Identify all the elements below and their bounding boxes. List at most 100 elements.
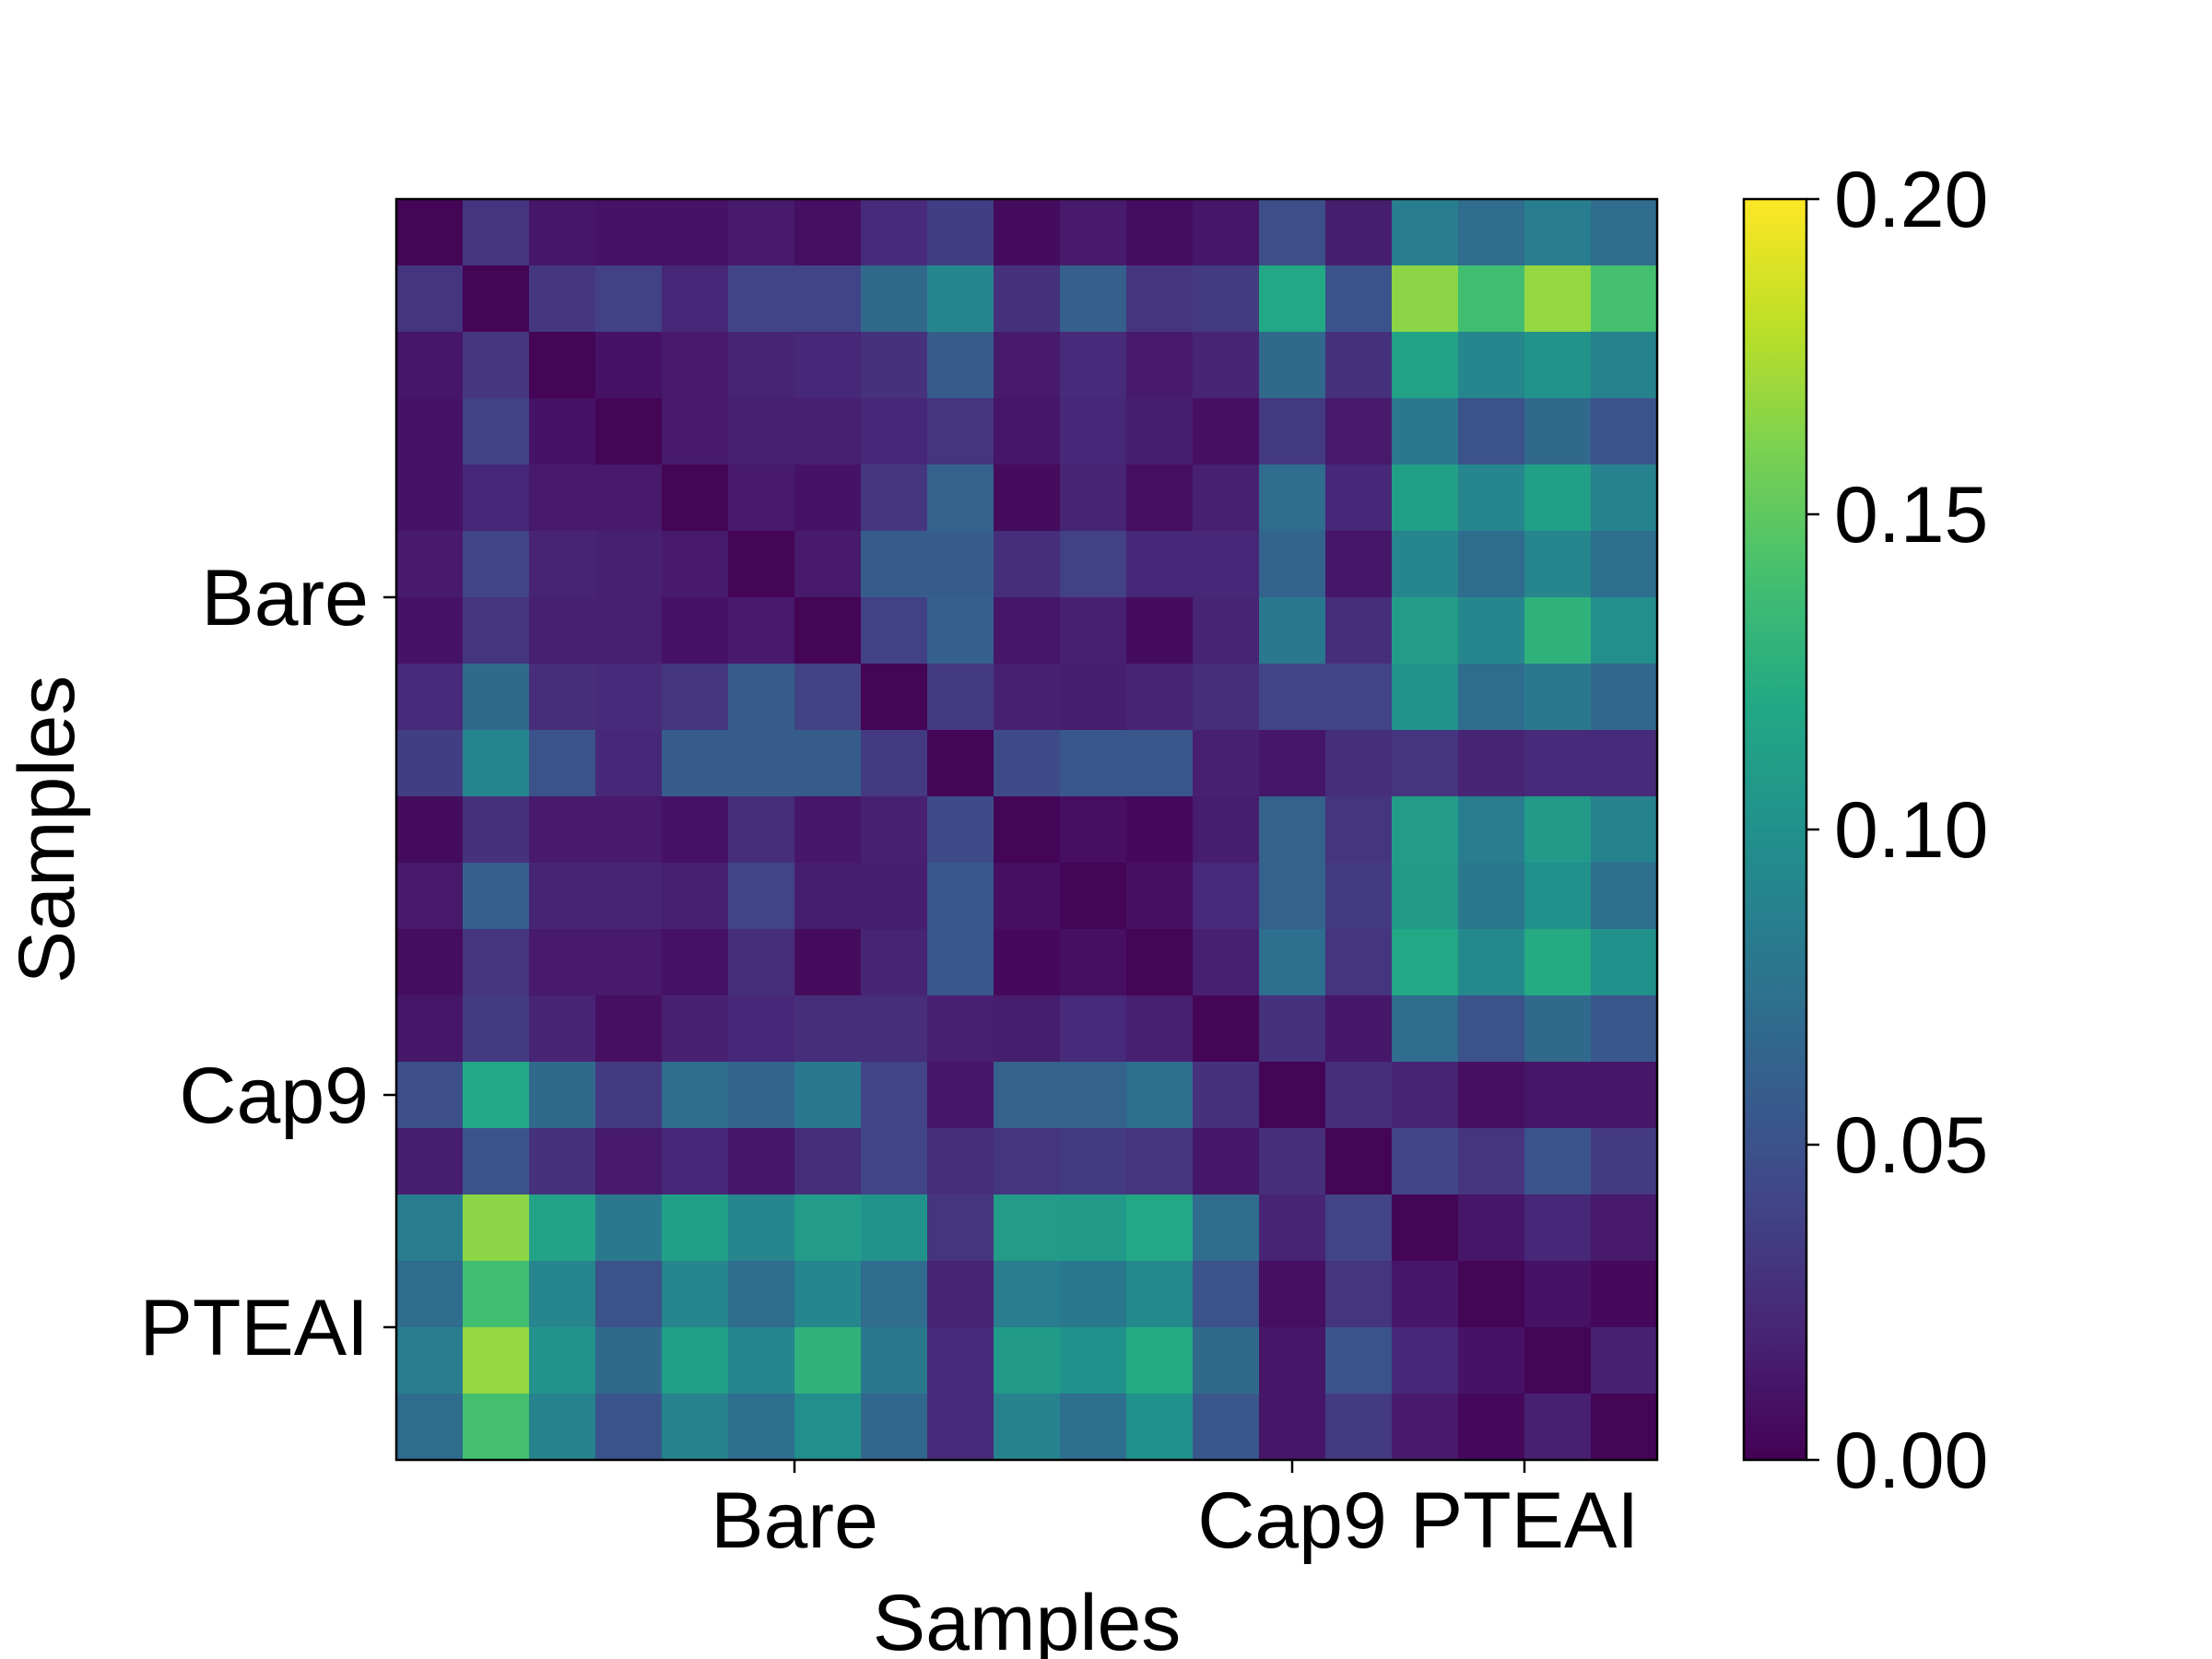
heatmap-cell — [927, 531, 994, 598]
heatmap-cell — [1325, 199, 1393, 266]
heatmap-cell — [662, 332, 729, 399]
heatmap-cell — [1259, 1194, 1326, 1262]
heatmap-cell — [1591, 863, 1658, 930]
heatmap-cell — [1325, 531, 1393, 598]
heatmap-cell — [1591, 265, 1658, 333]
heatmap-cell — [396, 1194, 464, 1262]
heatmap-cell — [1458, 1128, 1525, 1195]
heatmap-cell — [1458, 1194, 1525, 1262]
heatmap-cell — [1259, 863, 1326, 930]
heatmap-cell — [1259, 597, 1326, 665]
heatmap-cell — [1325, 1261, 1393, 1328]
heatmap-cell — [927, 398, 994, 465]
heatmap-cell — [927, 664, 994, 731]
heatmap-cell — [927, 1261, 994, 1328]
heatmap-cell — [994, 597, 1061, 665]
heatmap-cell — [396, 597, 464, 665]
heatmap-cell — [662, 465, 729, 532]
heatmap-cell — [794, 199, 862, 266]
x-tick-label: PTEAI — [1410, 1477, 1640, 1565]
heatmap-cell — [529, 531, 596, 598]
heatmap-cell — [1591, 531, 1658, 598]
y-axis-label: Samples — [3, 676, 91, 984]
heatmap-cell — [1060, 332, 1127, 399]
heatmap-cell — [794, 332, 862, 399]
heatmap-cell — [396, 465, 464, 532]
heatmap-cell — [1392, 1394, 1459, 1461]
heatmap-cell — [994, 1327, 1061, 1394]
heatmap-cell — [529, 1327, 596, 1394]
heatmap-cell — [1392, 465, 1459, 532]
heatmap-cell — [728, 863, 795, 930]
heatmap-cell — [1060, 730, 1127, 797]
heatmap-cell — [1126, 1261, 1194, 1328]
heatmap-cell — [1126, 398, 1194, 465]
heatmap-cell — [728, 995, 795, 1063]
heatmap-cell — [1524, 597, 1592, 665]
heatmap-cell — [794, 1128, 862, 1195]
heatmap-cell — [662, 1062, 729, 1129]
heatmap-cell — [1193, 664, 1260, 731]
heatmap-cell — [396, 863, 464, 930]
heatmap-cell — [529, 398, 596, 465]
heatmap-cell — [1591, 332, 1658, 399]
heatmap-cell — [1524, 730, 1592, 797]
heatmap-cell — [1524, 465, 1592, 532]
heatmap-cell — [1524, 531, 1592, 598]
heatmap-cell — [1193, 531, 1260, 598]
heatmap-cell — [595, 995, 663, 1063]
heatmap-cell — [794, 730, 862, 797]
heatmap-cell — [1126, 597, 1194, 665]
heatmap-cell — [529, 1194, 596, 1262]
heatmap-cell — [1591, 1327, 1658, 1394]
heatmap-cell — [1392, 730, 1459, 797]
heatmap-cell — [861, 531, 928, 598]
heatmap-cell — [1193, 332, 1260, 399]
heatmap-cell — [529, 1128, 596, 1195]
heatmap-cell — [662, 796, 729, 864]
heatmap-cell — [728, 597, 795, 665]
heatmap-cell — [728, 796, 795, 864]
heatmap-cells — [396, 199, 1658, 1461]
heatmap-cell — [927, 465, 994, 532]
heatmap-cell — [529, 664, 596, 731]
heatmap-cell — [1458, 1062, 1525, 1129]
heatmap-cell — [463, 398, 530, 465]
heatmap-cell — [1458, 199, 1525, 266]
heatmap-cell — [662, 863, 729, 930]
heatmap-cell — [794, 664, 862, 731]
heatmap-cell — [927, 929, 994, 996]
heatmap-cell — [1193, 465, 1260, 532]
heatmap-cell — [1392, 1062, 1459, 1129]
heatmap-cell — [529, 1062, 596, 1129]
heatmap-cell — [1126, 1327, 1194, 1394]
heatmap-cell — [728, 1261, 795, 1328]
heatmap-cell — [1458, 730, 1525, 797]
heatmap-cell — [1458, 929, 1525, 996]
heatmap-cell — [1126, 465, 1194, 532]
heatmap-cell — [1591, 1062, 1658, 1129]
heatmap-cell — [927, 265, 994, 333]
heatmap-cell — [1060, 796, 1127, 864]
heatmap-cell — [396, 1261, 464, 1328]
heatmap-cell — [1524, 265, 1592, 333]
heatmap-cell — [1524, 199, 1592, 266]
heatmap-cell — [1524, 398, 1592, 465]
colorbar-tick-label: 0.20 — [1834, 156, 1988, 244]
heatmap-cell — [1524, 1194, 1592, 1262]
heatmap-cell — [1193, 1194, 1260, 1262]
heatmap-cell — [794, 597, 862, 665]
heatmap-cell — [1126, 730, 1194, 797]
heatmap-cell — [662, 597, 729, 665]
heatmap-cell — [728, 465, 795, 532]
heatmap-cell — [595, 1128, 663, 1195]
heatmap-cell — [1524, 332, 1592, 399]
heatmap-cell — [396, 929, 464, 996]
heatmap-cell — [927, 1327, 994, 1394]
heatmap-cell — [1591, 995, 1658, 1063]
heatmap-cell — [1259, 398, 1326, 465]
heatmap-cell — [861, 1394, 928, 1461]
heatmap-cell — [463, 1394, 530, 1461]
heatmap-cell — [1392, 863, 1459, 930]
heatmap-cell — [861, 1194, 928, 1262]
